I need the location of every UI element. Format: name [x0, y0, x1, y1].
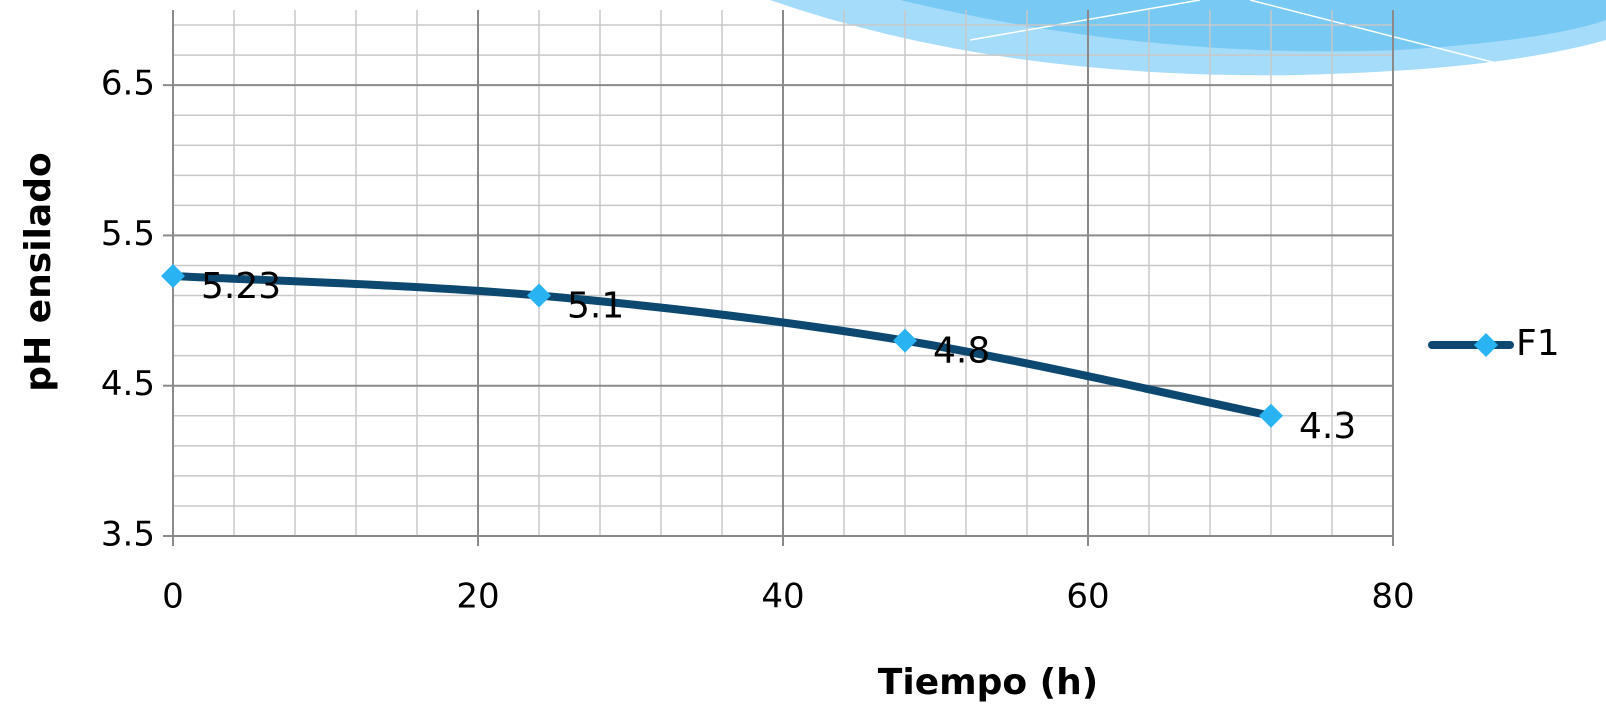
- y-axis-title: pH ensilado: [18, 152, 59, 391]
- marker: [1259, 404, 1283, 428]
- decoration: [770, 0, 1606, 75]
- data-label: 4.8: [933, 331, 990, 372]
- marker: [161, 264, 185, 288]
- legend-label: F1: [1516, 323, 1560, 364]
- y-tick-label: 4.5: [101, 364, 155, 404]
- data-label: 4.3: [1299, 406, 1356, 447]
- data-label: 5.1: [567, 286, 624, 327]
- x-tick-label: 0: [162, 577, 184, 617]
- x-axis-title: Tiempo (h): [878, 662, 1098, 703]
- x-tick-label: 60: [1066, 577, 1109, 617]
- data-label: 5.23: [201, 266, 281, 307]
- y-tick-label: 5.5: [101, 214, 155, 254]
- chart: Tiempo (h) pH ensilado 3.5 4.5 5.5 6.5 0 20 40…: [0, 0, 1606, 725]
- x-tick-label: 40: [761, 577, 804, 617]
- marker: [527, 284, 551, 308]
- y-tick-label: 3.5: [101, 515, 155, 555]
- plot-area: [163, 10, 1393, 546]
- x-tick-label: 20: [456, 577, 499, 617]
- marker: [893, 329, 917, 353]
- y-tick-label: 6.5: [101, 64, 155, 104]
- x-tick-label: 80: [1371, 577, 1414, 617]
- legend-marker: [1474, 333, 1498, 357]
